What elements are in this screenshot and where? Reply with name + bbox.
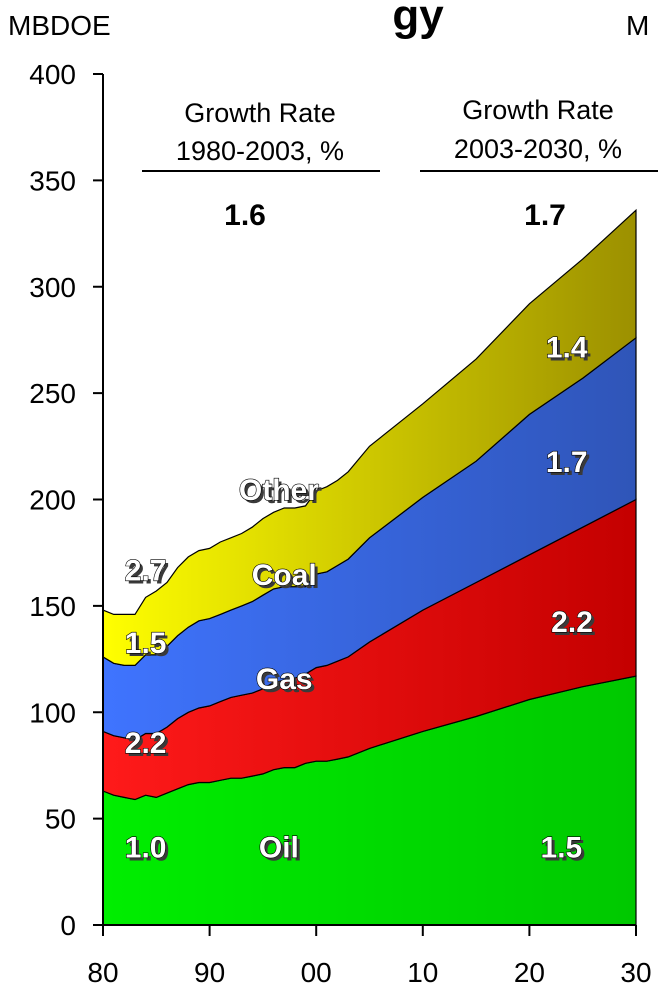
area-label: Gas bbox=[256, 663, 313, 696]
growth-rate-block-2003-2030: Growth Rate 2003-2030, % 1.7 bbox=[420, 95, 658, 232]
area-label-shadow: 1.7 bbox=[549, 449, 591, 482]
stacked-area-layer bbox=[102, 208, 637, 926]
area-label: Oil bbox=[259, 831, 299, 864]
area-label: 1.0 bbox=[125, 831, 167, 864]
right-axis-unit-fragment: M bbox=[626, 10, 649, 41]
area-label-shadow: 1.4 bbox=[549, 334, 591, 367]
area-label: Coal bbox=[252, 559, 317, 592]
y-tick-label: 50 bbox=[45, 804, 76, 835]
area-label-shadow: Oil bbox=[262, 834, 302, 867]
area-label-shadow: 2.7 bbox=[128, 558, 170, 591]
axes-layer: 0 50 100 150 200 250 300 350 400 80 90 00 10 20 30 bbox=[29, 59, 651, 988]
growth-rate-heading: Growth Rate bbox=[462, 95, 614, 125]
y-tick-label: 250 bbox=[29, 378, 76, 409]
area-label: 2.7 bbox=[125, 555, 167, 588]
area-label-shadow: 2.2 bbox=[128, 730, 170, 763]
area-other bbox=[102, 208, 637, 666]
area-label: 1.4 bbox=[546, 331, 588, 364]
growth-rate-total: 1.7 bbox=[524, 199, 566, 232]
growth-rate-heading: Growth Rate bbox=[184, 98, 336, 128]
growth-rate-period: 2003-2030, % bbox=[454, 134, 622, 164]
growth-rate-total: 1.6 bbox=[224, 199, 266, 232]
area-label: 2.2 bbox=[125, 727, 167, 760]
y-tick-label: 0 bbox=[60, 910, 76, 941]
area-label-shadow: 2.2 bbox=[554, 609, 596, 642]
area-label-shadow: Coal bbox=[255, 562, 320, 595]
x-tick-label: 00 bbox=[301, 957, 332, 988]
x-tick-label: 80 bbox=[87, 957, 118, 988]
y-tick-label: 300 bbox=[29, 272, 76, 303]
x-tick-label: 30 bbox=[620, 957, 651, 988]
area-label-shadow: Other bbox=[242, 477, 322, 510]
area-label-shadow: 1.5 bbox=[128, 630, 170, 663]
y-tick-label: 200 bbox=[29, 485, 76, 516]
x-tick-label: 20 bbox=[514, 957, 545, 988]
growth-rate-period: 1980-2003, % bbox=[176, 136, 344, 166]
area-label-shadow: 1.5 bbox=[544, 834, 586, 867]
area-label-shadow: Gas bbox=[259, 666, 316, 699]
chart-title-fragment: gy bbox=[392, 0, 444, 40]
y-tick-label: 100 bbox=[29, 697, 76, 728]
y-tick-label: 150 bbox=[29, 591, 76, 622]
area-label: 2.2 bbox=[551, 606, 593, 639]
area-label: 1.7 bbox=[546, 446, 588, 479]
area-label: Other bbox=[239, 474, 319, 507]
y-tick-label: 400 bbox=[29, 59, 76, 90]
left-axis-unit-label: MBDOE bbox=[8, 10, 111, 41]
x-tick-label: 90 bbox=[194, 957, 225, 988]
area-label: 1.5 bbox=[541, 831, 583, 864]
area-label: 1.5 bbox=[125, 627, 167, 660]
x-tick-label: 10 bbox=[407, 957, 438, 988]
y-tick-label: 350 bbox=[29, 165, 76, 196]
growth-rate-block-1980-2003: Growth Rate 1980-2003, % 1.6 bbox=[142, 98, 380, 232]
area-label-shadow: 1.0 bbox=[128, 834, 170, 867]
